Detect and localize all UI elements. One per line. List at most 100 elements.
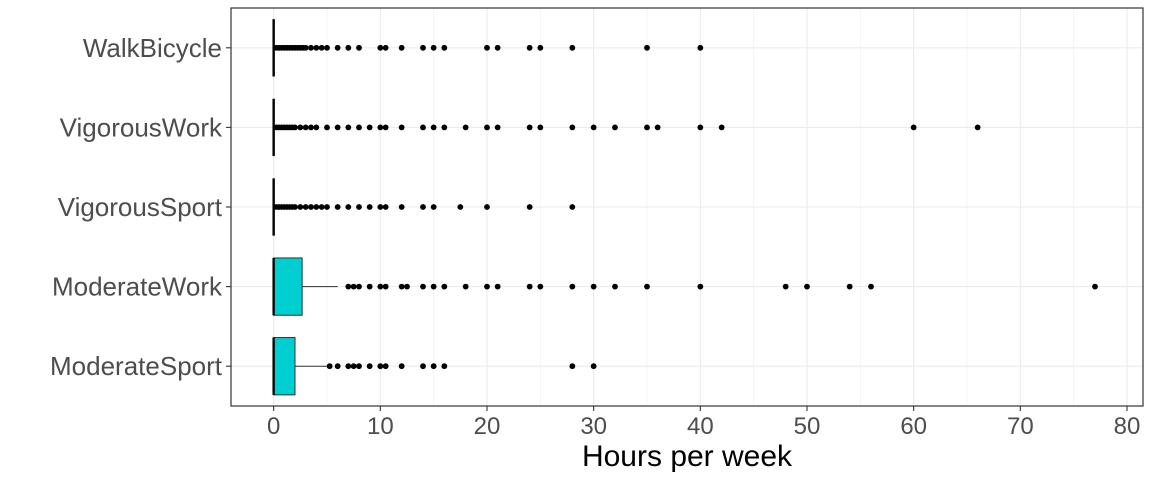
box-WalkBicycle: [272, 19, 704, 77]
y-tick-label: ModerateSport: [50, 351, 223, 381]
outlier-point: [537, 283, 544, 290]
outlier-point: [356, 44, 362, 51]
outlier-point: [313, 124, 320, 131]
outlier-point: [404, 283, 410, 290]
outlier-point: [420, 44, 426, 51]
outlier-point: [484, 204, 490, 210]
outlier-point: [441, 124, 448, 131]
outlier-point: [846, 283, 853, 290]
outlier-point: [569, 124, 576, 131]
outlier-point: [612, 283, 618, 290]
outlier-point: [313, 204, 320, 210]
outlier-point: [398, 204, 405, 210]
outlier-point: [420, 124, 426, 131]
box-iqr: [273, 337, 296, 396]
outlier-point: [350, 363, 357, 370]
outlier-point: [377, 363, 384, 370]
outlier-point: [324, 44, 330, 51]
outlier-point: [356, 204, 362, 210]
outlier-point: [420, 363, 426, 370]
outlier-point: [462, 124, 469, 131]
outlier-point: [494, 283, 501, 290]
x-tick-label: 10: [367, 413, 394, 440]
outlier-point: [537, 124, 544, 131]
outlier-point: [590, 124, 597, 131]
outlier-point: [697, 283, 704, 290]
x-tick-label: 30: [580, 413, 607, 440]
outlier-point: [382, 363, 389, 370]
outlier-point: [334, 204, 341, 210]
box-ModerateWork: [272, 257, 1098, 316]
outlier-point: [697, 44, 704, 51]
outlier-point: [430, 44, 437, 51]
outlier-point: [569, 363, 576, 370]
outlier-point: [441, 44, 448, 51]
outlier-point: [313, 44, 320, 51]
outlier-point: [590, 363, 597, 370]
outlier-point: [569, 204, 576, 210]
outlier-point: [324, 124, 330, 131]
outlier-point: [430, 204, 437, 210]
x-axis: 0 10 20 30 40 50 60 70 80: [267, 406, 1140, 440]
outlier-point: [804, 283, 810, 290]
outlier-point: [441, 363, 448, 370]
outlier-point: [302, 204, 309, 210]
outlier-point: [297, 204, 304, 210]
outlier-point: [302, 44, 309, 51]
outlier-point: [345, 44, 352, 51]
outlier-point: [398, 283, 405, 290]
outlier-point: [377, 44, 384, 51]
outlier-point: [441, 283, 448, 290]
outlier-point: [366, 283, 373, 290]
x-tick-label: 60: [900, 413, 927, 440]
outlier-point: [644, 124, 650, 131]
outlier-point: [326, 363, 333, 370]
outlier-point: [462, 283, 469, 290]
outlier-point: [382, 124, 389, 131]
y-tick-label: WalkBicycle: [83, 33, 222, 63]
y-axis: WalkBicycle VigorousWork VigorousSport Mode…: [50, 33, 231, 381]
outlier-point: [334, 124, 341, 131]
y-tick-label: VigorousWork: [60, 112, 223, 142]
box-VigorousWork: [272, 98, 981, 157]
outlier-point: [526, 204, 533, 210]
outlier-point: [308, 204, 314, 210]
x-tick-label: 50: [794, 413, 821, 440]
outlier-point: [377, 204, 384, 210]
outlier-point: [484, 44, 490, 51]
outlier-point: [420, 204, 426, 210]
outlier-point: [782, 283, 789, 290]
outlier-point: [345, 124, 352, 131]
outlier-point: [569, 283, 576, 290]
outlier-point: [377, 124, 384, 131]
y-tick-label: ModerateWork: [52, 272, 223, 302]
outlier-point: [318, 204, 325, 210]
outlier-point: [644, 283, 650, 290]
outlier-point: [420, 283, 426, 290]
outlier-point: [398, 363, 405, 370]
outlier-point: [494, 44, 501, 51]
outlier-point: [430, 124, 437, 131]
outlier-point: [318, 44, 325, 51]
outlier-point: [718, 124, 725, 131]
outlier-point: [974, 124, 981, 131]
outlier-point: [350, 283, 357, 290]
outlier-point: [366, 363, 373, 370]
y-tick-label: VigorousSport: [58, 192, 223, 222]
outlier-point: [569, 44, 576, 51]
outlier-point: [324, 204, 330, 210]
x-tick-label: 80: [1114, 413, 1141, 440]
outlier-point: [382, 204, 389, 210]
outlier-point: [1092, 283, 1098, 290]
outlier-point: [356, 283, 362, 290]
outlier-point: [526, 44, 533, 51]
outlier-point: [297, 124, 304, 131]
outlier-point: [430, 283, 437, 290]
outlier-point: [484, 124, 490, 131]
x-axis-title: Hours per week: [582, 440, 793, 473]
outlier-point: [292, 204, 298, 210]
grid-lines: [231, 8, 1143, 406]
outlier-point: [457, 204, 464, 210]
x-tick-label: 20: [474, 413, 501, 440]
